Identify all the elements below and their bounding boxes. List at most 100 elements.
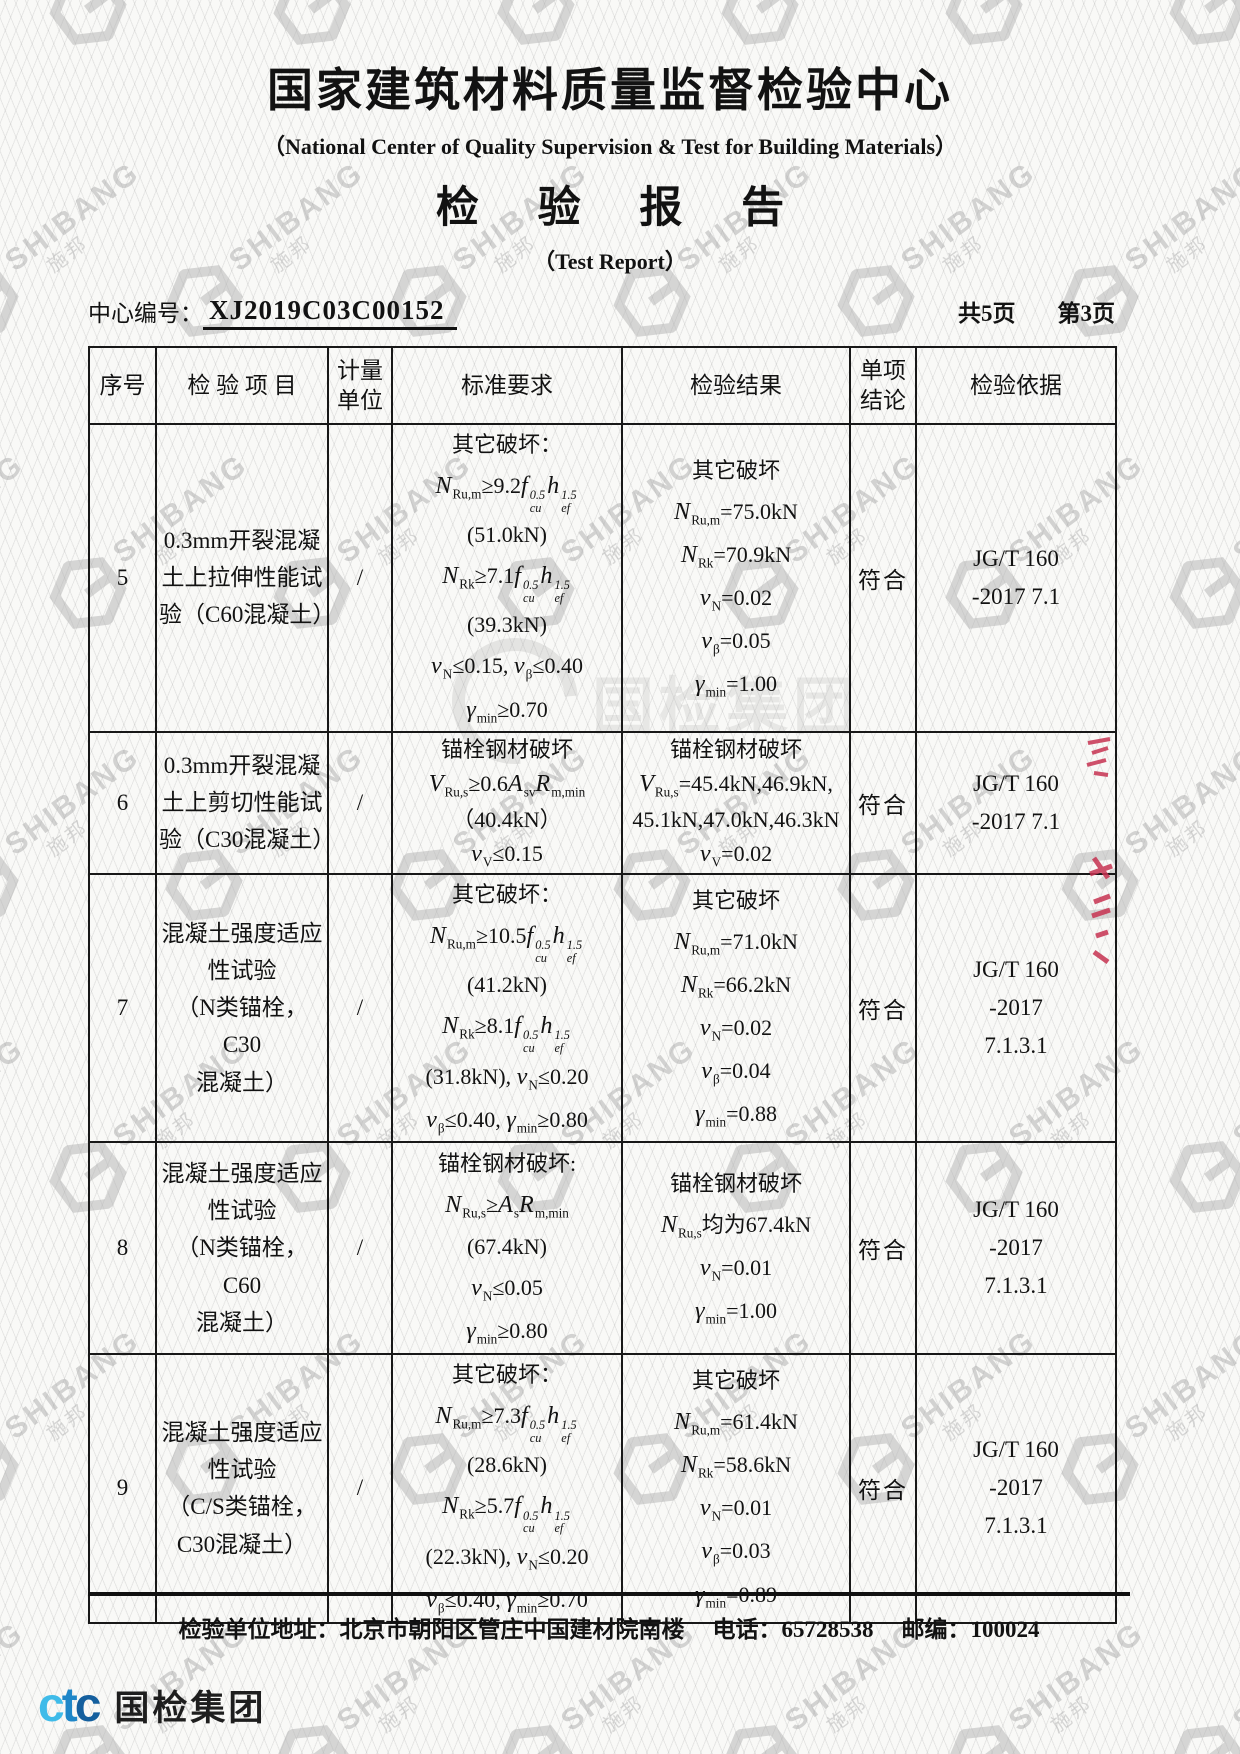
cell-conclusion: 符合 bbox=[849, 872, 917, 1144]
shibang-hexagon-icon bbox=[945, 1725, 1023, 1754]
org-title-en: （National Center of Quality Supervision … bbox=[262, 134, 958, 159]
watermark-tile: SHIBANG 施邦 bbox=[825, 148, 1062, 353]
footer-phone: 65728538 bbox=[781, 1617, 874, 1642]
watermark-tile: SHIBANG 施邦 bbox=[1157, 0, 1240, 60]
shibang-hexagon-icon bbox=[1061, 265, 1139, 337]
col-header-6: 检验依据 bbox=[915, 346, 1117, 425]
page-current: 第3页 bbox=[1057, 301, 1116, 326]
watermark-tile: SHIBANG 施邦 bbox=[1049, 148, 1240, 353]
ctc-logo-icon: ctc bbox=[38, 1678, 101, 1732]
red-stamp-fragment bbox=[1089, 856, 1113, 965]
report-no-label: 中心编号： bbox=[88, 301, 203, 326]
shibang-hexagon-icon bbox=[0, 265, 19, 337]
col-header-1: 检 验 项 目 bbox=[155, 346, 329, 425]
watermark-tile: SHIBANG 施邦 bbox=[261, 0, 498, 60]
shibang-hexagon-icon bbox=[1169, 0, 1240, 45]
shibang-hexagon-icon bbox=[1169, 557, 1240, 629]
document-header: 国家建筑材料质量监督检验中心 （National Center of Quali… bbox=[100, 54, 1120, 276]
cell-unit: / bbox=[327, 730, 393, 875]
cell-no: 5 bbox=[88, 423, 157, 733]
shibang-hexagon-icon bbox=[721, 1725, 799, 1754]
watermark-tile: SHIBANG 施邦 bbox=[601, 148, 838, 353]
cell-item: 0.3mm开裂混凝 土上拉伸性能试 验（C60混凝土） bbox=[155, 423, 335, 733]
cell-item: 混凝土强度适应 性试验 （N类锚栓，C30 混凝土） bbox=[155, 872, 329, 1144]
watermark-tile: SHIBANG 施邦 bbox=[933, 0, 1170, 60]
table-row: 5 0.3mm开裂混凝 土上拉伸性能试 验（C60混凝土） / 其它破坏： NRu,m≥9.… bbox=[88, 423, 1117, 733]
watermark-tile: SHIBANG 施邦 bbox=[0, 148, 166, 353]
watermark-tile: SHIBANG 施邦 bbox=[485, 0, 722, 60]
pages-total: 共5页 bbox=[958, 301, 1016, 326]
shibang-hexagon-icon bbox=[0, 1433, 19, 1505]
cell-standard: 其它破坏： NRu,m≥9.2f 0.5 cu h 1.5 ef (51.0kN) NRk≥7.… bbox=[391, 423, 623, 733]
watermark-tile: SHIBANG 施邦 bbox=[1157, 1608, 1240, 1754]
cell-result: 锚栓钢材破坏 NRu,s均为67.4kN νN=0.01 γmin=1.00 bbox=[621, 1141, 851, 1356]
cell-no: 9 bbox=[88, 1353, 157, 1624]
cell-result: 锚栓钢材破坏 VRu,s=45.4kN,46.9kN, 45.1kN,47.0kN,… bbox=[621, 730, 851, 875]
cell-item: 0.3mm开裂混凝 土上剪切性能试 验（C30混凝土） bbox=[155, 730, 335, 875]
col-header-3: 标准要求 bbox=[391, 346, 623, 425]
cell-conclusion: 符合 bbox=[849, 1141, 917, 1356]
shibang-hexagon-icon bbox=[0, 849, 19, 921]
report-title-en: （Test Report） bbox=[533, 249, 687, 274]
cell-no: 7 bbox=[88, 872, 157, 1144]
cell-no: 8 bbox=[88, 1141, 157, 1356]
ctc-group-logo: ctc 国检集团 bbox=[38, 1680, 266, 1731]
cell-conclusion: 符合 bbox=[849, 1353, 917, 1624]
cell-unit: / bbox=[327, 1353, 393, 1624]
watermark-tile: SHIBANG 施邦 bbox=[709, 1608, 946, 1754]
footer-zip-label: 邮编： bbox=[901, 1617, 971, 1642]
watermark-tile: SHIBANG 施邦 bbox=[933, 1608, 1170, 1754]
watermark-tile: SHIBANG 施邦 bbox=[0, 732, 166, 937]
footer-address: 检验单位地址：北京市朝阳区管庄中国建材院南楼 bbox=[178, 1617, 685, 1642]
footer-contact-line: 检验单位地址：北京市朝阳区管庄中国建材院南楼 电话：65728538 邮编：10… bbox=[88, 1610, 1130, 1644]
shibang-hexagon-icon bbox=[613, 265, 691, 337]
table-body: 5 0.3mm开裂混凝 土上拉伸性能试 验（C60混凝土） / 其它破坏： NRu,m≥9.… bbox=[88, 423, 1117, 1624]
shibang-hexagon-icon bbox=[1169, 1725, 1240, 1754]
cell-conclusion: 符合 bbox=[849, 423, 917, 733]
watermark-tile: SHIBANG 施邦 bbox=[1157, 440, 1240, 645]
watermark-tile: SHIBANG 施邦 bbox=[0, 1316, 166, 1521]
table-row: 7 混凝土强度适应 性试验 （N类锚栓，C30 混凝土） / 其它破坏： NRu,m≥10.5… bbox=[88, 872, 1117, 1144]
cell-no: 6 bbox=[88, 730, 157, 875]
shibang-hexagon-icon bbox=[273, 0, 351, 45]
col-header-0: 序号 bbox=[88, 346, 157, 425]
cell-standard: 其它破坏： NRu,m≥7.3f 0.5 cu h 1.5 ef (28.6kN) NRk≥5.… bbox=[391, 1353, 623, 1624]
table-row: 9 混凝土强度适应 性试验 （C/S类锚栓， C30混凝土） / 其它破坏： NRu,m≥7.… bbox=[88, 1353, 1117, 1624]
shibang-hexagon-icon bbox=[945, 0, 1023, 45]
shibang-hexagon-icon bbox=[49, 1725, 127, 1754]
org-title-cn: 国家建筑材料质量监督检验中心 bbox=[267, 65, 953, 116]
red-stamp-fragment bbox=[1086, 737, 1111, 777]
shibang-hexagon-icon bbox=[1169, 1141, 1240, 1213]
table-row: 8 混凝土强度适应 性试验 （N类锚栓，C60 混凝土） / 锚栓钢材破坏: NRu,s≥As… bbox=[88, 1141, 1117, 1356]
footer-divider bbox=[88, 1592, 1130, 1596]
logo-company-name: 国检集团 bbox=[114, 1689, 267, 1728]
col-header-4: 检验结果 bbox=[621, 346, 851, 425]
watermark-tile: SHIBANG 施邦 bbox=[709, 0, 946, 60]
cell-item: 混凝土强度适应 性试验 （C/S类锚栓， C30混凝土） bbox=[155, 1353, 329, 1624]
cell-result: 其它破坏 NRu,m=61.4kN NRk=58.6kN νN=0.01 νβ=0.03… bbox=[621, 1353, 851, 1624]
footer-phone-label: 电话： bbox=[712, 1617, 782, 1642]
report-title: 检 验 报 告 bbox=[435, 185, 809, 232]
cell-basis: JG/T 160 -2017 7.1.3.1 bbox=[915, 872, 1117, 1144]
shibang-hexagon-icon bbox=[497, 0, 575, 45]
table-row: 6 0.3mm开裂混凝 土上剪切性能试 验（C30混凝土） / 锚栓钢材破坏 VRu,s≥0… bbox=[88, 730, 1117, 875]
test-results-table: 序号检 验 项 目计量 单位 标准要求 检验结果 单项 结论 检验依据 5 0.3mm开裂混凝… bbox=[88, 346, 1117, 1624]
col-header-2: 计量 单位 bbox=[327, 346, 393, 425]
watermark-tile: SHIBANG 施邦 bbox=[485, 1608, 722, 1754]
cell-unit: / bbox=[327, 872, 393, 1144]
cell-standard: 锚栓钢材破坏 VRu,s≥0.6AsvRm,min （40.4kN） νV≤0.15 bbox=[391, 730, 623, 875]
cell-item: 混凝土强度适应 性试验 （N类锚栓，C60 混凝土） bbox=[155, 1141, 329, 1356]
shibang-hexagon-icon bbox=[49, 0, 127, 45]
cell-basis: JG/T 160 -2017 7.1 bbox=[915, 730, 1117, 875]
report-meta-row: 中心编号： XJ2019C03C00152 共5页 第3页 bbox=[88, 294, 1115, 330]
watermark-tile: SHIBANG 施邦 bbox=[1157, 1024, 1240, 1229]
watermark-tile: SHIBANG 施邦 bbox=[37, 0, 274, 60]
shibang-hexagon-icon bbox=[273, 1725, 351, 1754]
cell-result: 其它破坏 NRu,m=75.0kN NRk=70.9kN νN=0.02 νβ=0.05… bbox=[621, 423, 851, 733]
cell-basis: JG/T 160 -2017 7.1 bbox=[915, 423, 1117, 733]
cell-conclusion: 符合 bbox=[849, 730, 917, 875]
cell-standard: 锚栓钢材破坏: NRu,s≥AsRm,min (67.4kN) νN≤0.05 γmin… bbox=[391, 1141, 623, 1356]
cell-result: 其它破坏 NRu,m=71.0kN NRk=66.2kN νN=0.02 νβ=0.04… bbox=[621, 872, 851, 1144]
shibang-hexagon-icon bbox=[721, 0, 799, 45]
